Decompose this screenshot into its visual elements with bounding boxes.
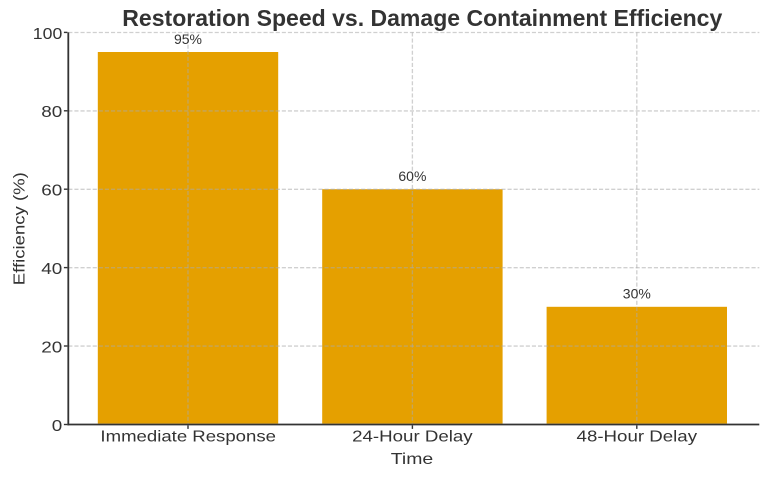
- svg-text:24-Hour Delay: 24-Hour Delay: [352, 429, 473, 446]
- svg-text:60: 60: [41, 183, 62, 200]
- svg-text:95%: 95%: [174, 32, 202, 47]
- svg-text:48-Hour Delay: 48-Hour Delay: [577, 429, 698, 446]
- svg-text:100: 100: [33, 26, 63, 43]
- svg-text:Time: Time: [391, 451, 434, 468]
- svg-text:Efficiency (%): Efficiency (%): [11, 172, 28, 285]
- svg-text:Restoration Speed vs. Damage C: Restoration Speed vs. Damage Containment…: [122, 5, 722, 31]
- svg-text:0: 0: [52, 418, 63, 435]
- svg-text:40: 40: [41, 261, 62, 278]
- svg-text:Immediate Response: Immediate Response: [100, 429, 276, 446]
- svg-text:60%: 60%: [398, 169, 426, 184]
- svg-text:20: 20: [41, 339, 62, 356]
- svg-text:30%: 30%: [623, 287, 651, 302]
- svg-text:80: 80: [41, 104, 62, 121]
